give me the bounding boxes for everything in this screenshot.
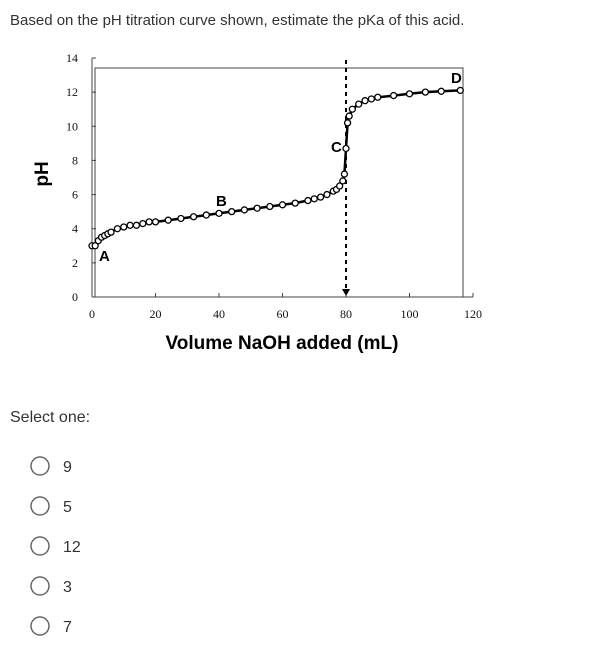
- question: Based on the pH titration curve shown, e…: [10, 12, 464, 29]
- data-point: [228, 207, 236, 216]
- data-point: [120, 223, 128, 231]
- y-tick-label: 0: [72, 290, 78, 304]
- x-tick-label: 100: [401, 307, 419, 321]
- y-tick-label: 14: [66, 51, 78, 65]
- data-point: [291, 199, 299, 207]
- data-point: [151, 218, 160, 226]
- data-point: [323, 190, 331, 199]
- x-tick-label: 20: [150, 307, 162, 321]
- y-tick-label: 12: [66, 85, 78, 99]
- option[interactable]: 7: [30, 616, 72, 636]
- radio-button[interactable]: [30, 496, 50, 516]
- radio-button[interactable]: [30, 616, 50, 636]
- data-point: [367, 95, 376, 103]
- y-tick-label: 10: [66, 119, 78, 133]
- data-point: [304, 196, 312, 205]
- data-point: [421, 88, 430, 96]
- data-point: [278, 201, 287, 209]
- y-axis-title: pH: [32, 161, 53, 186]
- plot-frame: [94, 67, 464, 298]
- data-point: [345, 112, 353, 120]
- annotation: D: [451, 70, 462, 87]
- option-label[interactable]: 12: [63, 539, 81, 556]
- chart: Volume NaOH added (mL) pH A B C D 0 2 4 6 8 1…: [32, 51, 482, 354]
- radio-button[interactable]: [30, 456, 50, 476]
- annotation: A: [99, 248, 110, 265]
- y-tick-label: 2: [72, 256, 78, 270]
- data-point: [107, 228, 115, 236]
- options: 9 5 12 3 7: [30, 456, 81, 636]
- data-point: [335, 182, 344, 190]
- option-label[interactable]: 7: [63, 619, 72, 636]
- data-point: [139, 219, 147, 228]
- y-tick-label: 4: [72, 222, 78, 236]
- data-point: [456, 86, 464, 95]
- data-point: [215, 209, 223, 218]
- y-tick-label: 6: [72, 188, 78, 202]
- data-point: [164, 216, 172, 224]
- data-point: [253, 204, 261, 212]
- radio-button[interactable]: [30, 536, 50, 556]
- y-tick-label: 8: [72, 153, 78, 167]
- x-axis-title: Volume NaOH added (mL): [166, 333, 399, 354]
- option-label[interactable]: 9: [63, 459, 72, 476]
- data-point: [113, 225, 122, 233]
- data-point: [340, 170, 349, 178]
- data-point: [177, 214, 185, 223]
- option[interactable]: 9: [30, 456, 72, 476]
- data-point: [437, 87, 445, 95]
- data-point: [145, 218, 153, 226]
- x-tick-label: 40: [213, 307, 225, 321]
- data-point: [316, 193, 325, 201]
- x-tick-label: 80: [340, 307, 352, 321]
- data-point: [310, 195, 318, 203]
- data-point: [339, 177, 347, 185]
- data-point: [342, 144, 350, 153]
- data-point: [374, 93, 382, 101]
- data-point: [189, 213, 198, 221]
- data-point: [126, 221, 134, 229]
- data-point: [361, 97, 369, 105]
- x-tick-label: 60: [277, 307, 289, 321]
- option[interactable]: 3: [30, 576, 72, 596]
- option[interactable]: 12: [30, 536, 81, 556]
- annotation: B: [216, 193, 227, 210]
- option-label[interactable]: 3: [63, 579, 72, 596]
- data-point: [343, 119, 352, 127]
- data-point: [240, 206, 249, 214]
- data-point: [202, 211, 210, 219]
- radio-button[interactable]: [30, 576, 50, 596]
- annotation: C: [331, 139, 342, 156]
- data-point: [91, 242, 99, 250]
- x-tick-label: 0: [89, 307, 95, 321]
- x-tick-label: 120: [464, 307, 482, 321]
- option[interactable]: 5: [30, 496, 72, 516]
- data-point: [355, 100, 363, 108]
- data-point: [132, 221, 141, 229]
- prompt: Select one:: [10, 409, 90, 426]
- data-point: [266, 202, 274, 211]
- equivalence-arrow: [342, 289, 350, 296]
- option-label[interactable]: 5: [63, 499, 72, 516]
- data-point: [405, 90, 414, 98]
- data-point: [389, 91, 398, 100]
- data-point: [348, 105, 357, 113]
